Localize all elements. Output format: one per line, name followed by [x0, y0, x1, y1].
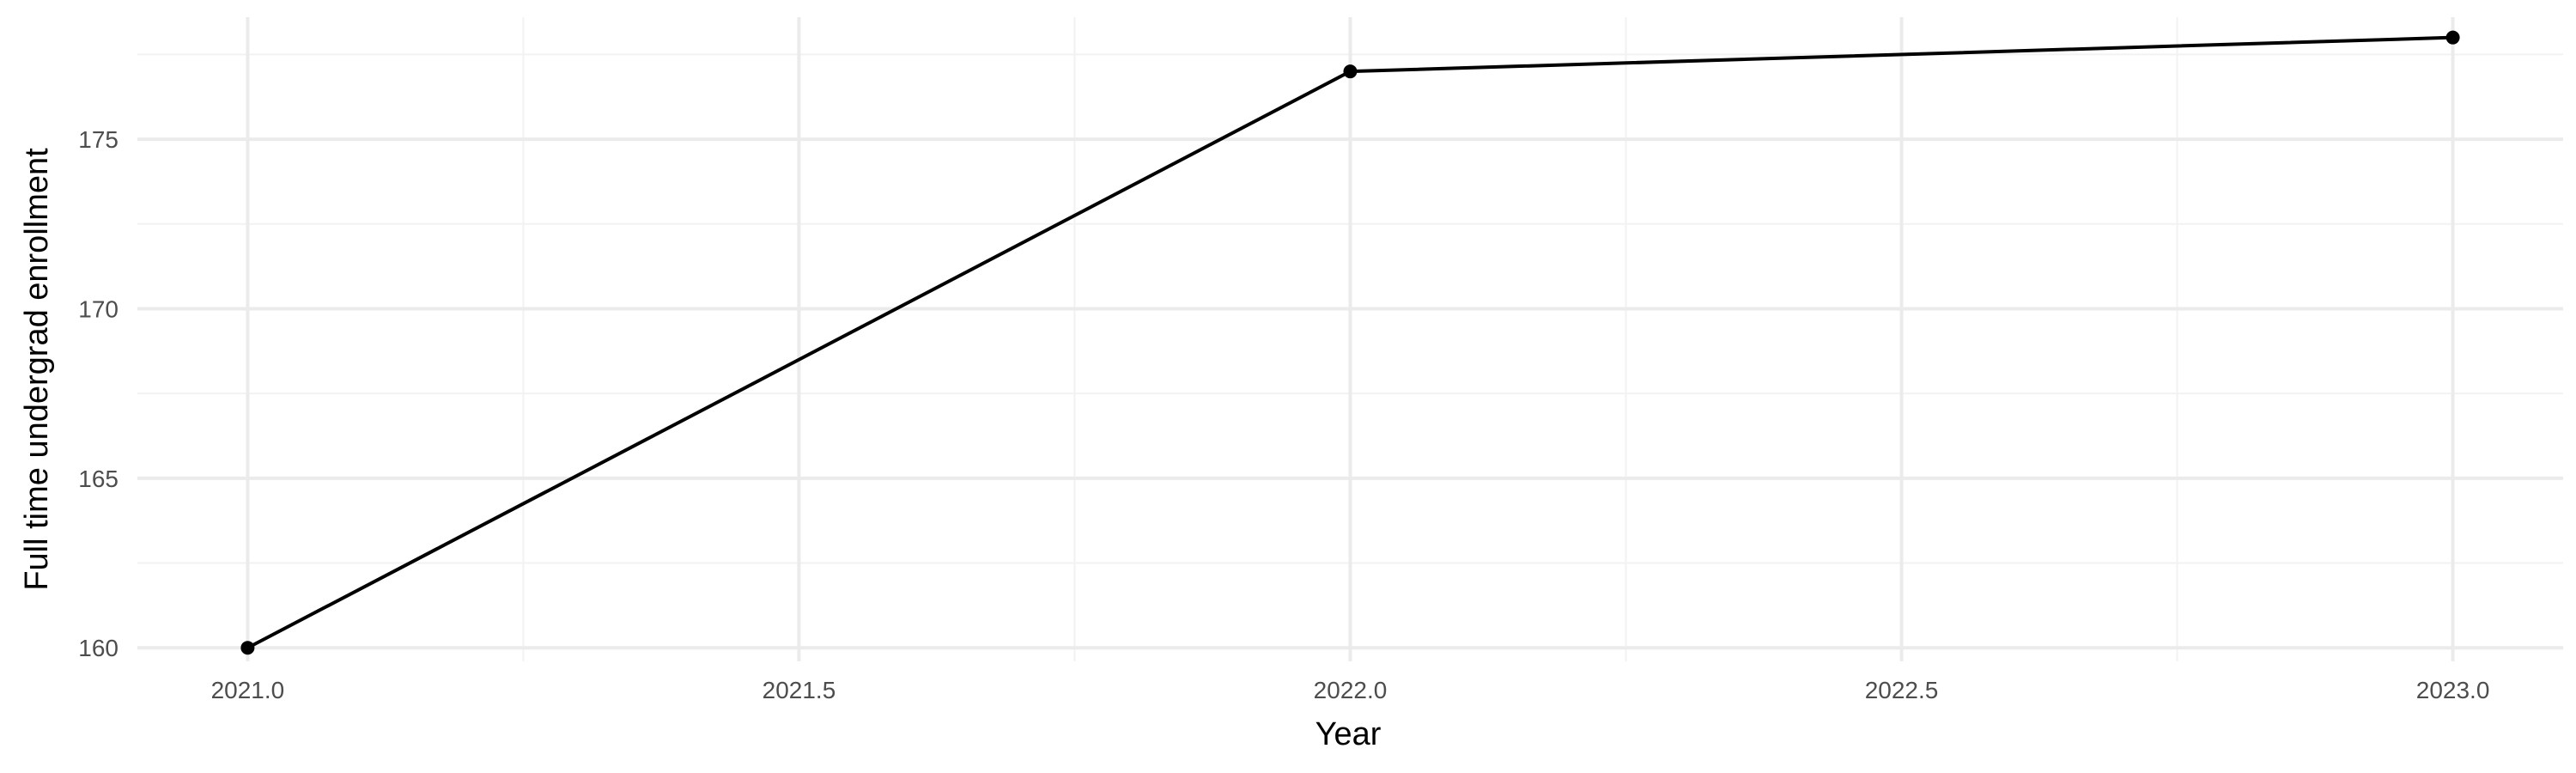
x-tick-label: 2022.5 [1865, 677, 1939, 703]
series-layer [240, 30, 2460, 655]
x-tick-label: 2021.5 [762, 677, 836, 703]
x-axis-ticks: 2021.0 2021.5 2022.0 2022.5 2023.0 [211, 677, 2490, 703]
grid [137, 17, 2563, 661]
data-point [1343, 64, 1358, 79]
data-point [2445, 30, 2460, 45]
y-axis-ticks: 160 165 170 175 [78, 126, 118, 661]
y-axis-title: Full time undergrad enrollment [19, 148, 55, 591]
y-tick-label: 170 [78, 295, 118, 322]
x-tick-label: 2023.0 [2416, 677, 2490, 703]
y-tick-label: 165 [78, 466, 118, 492]
data-point [240, 641, 255, 655]
x-axis-title: Year [1315, 716, 1382, 752]
x-tick-label: 2022.0 [1314, 677, 1388, 703]
x-tick-label: 2021.0 [211, 677, 285, 703]
y-tick-label: 160 [78, 635, 118, 661]
y-tick-label: 175 [78, 126, 118, 153]
